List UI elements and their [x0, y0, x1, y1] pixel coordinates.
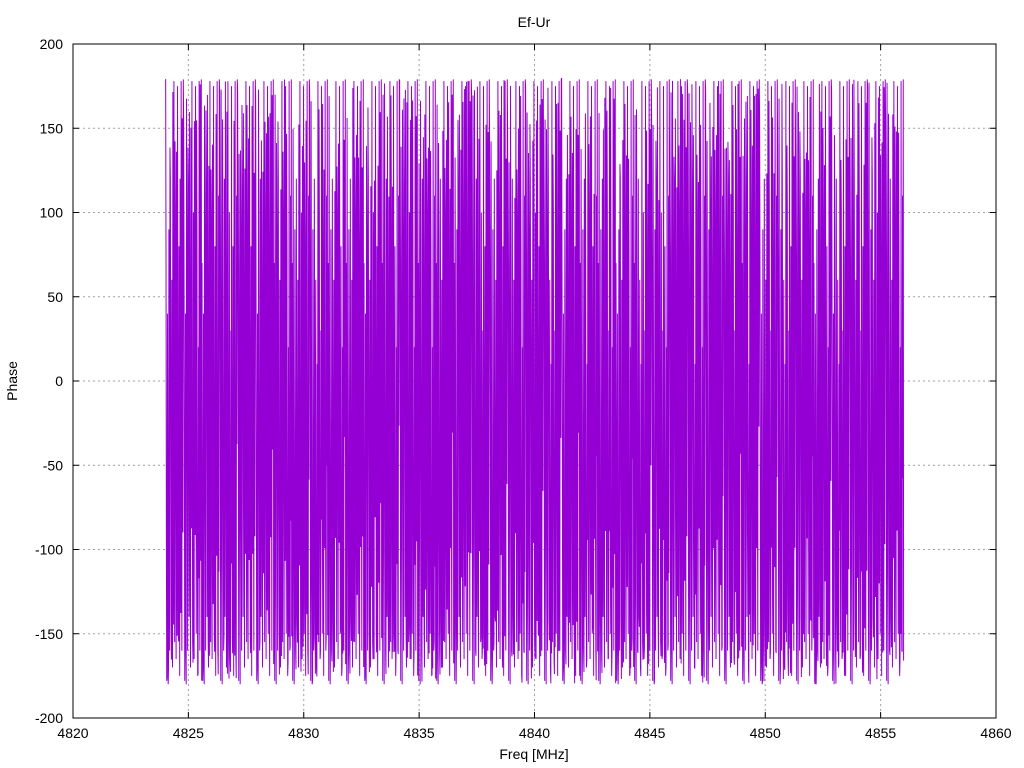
y-tick-label: -100 [35, 542, 63, 558]
x-tick-label: 4850 [750, 725, 781, 741]
x-tick-label: 4830 [288, 725, 319, 741]
x-tick-label: 4845 [634, 725, 665, 741]
y-tick-label: -200 [35, 710, 63, 726]
series-phase [165, 77, 905, 685]
axis-ticks: 4820 4825 4830 4835 4840 4845 4850 4855 4860 -200… [35, 36, 1012, 741]
x-tick-label: 4860 [980, 725, 1011, 741]
y-tick-label: -50 [43, 457, 63, 473]
x-tick-label: 4840 [519, 725, 550, 741]
x-tick-label: 4825 [173, 725, 204, 741]
y-tick-label: 200 [40, 36, 64, 52]
y-tick-label: 100 [40, 205, 64, 221]
x-tick-label: 4835 [404, 725, 435, 741]
y-tick-label: 0 [55, 373, 63, 389]
series-line [165, 77, 905, 685]
y-tick-label: 150 [40, 120, 64, 136]
y-axis-label: Phase [4, 361, 20, 401]
x-tick-label: 4855 [865, 725, 896, 741]
x-axis-label: Freq [MHz] [499, 746, 568, 762]
x-tick-label: 4820 [57, 725, 88, 741]
y-tick-label: -150 [35, 626, 63, 642]
y-tick-label: 50 [47, 289, 63, 305]
chart-title: Ef-Ur [518, 14, 551, 30]
